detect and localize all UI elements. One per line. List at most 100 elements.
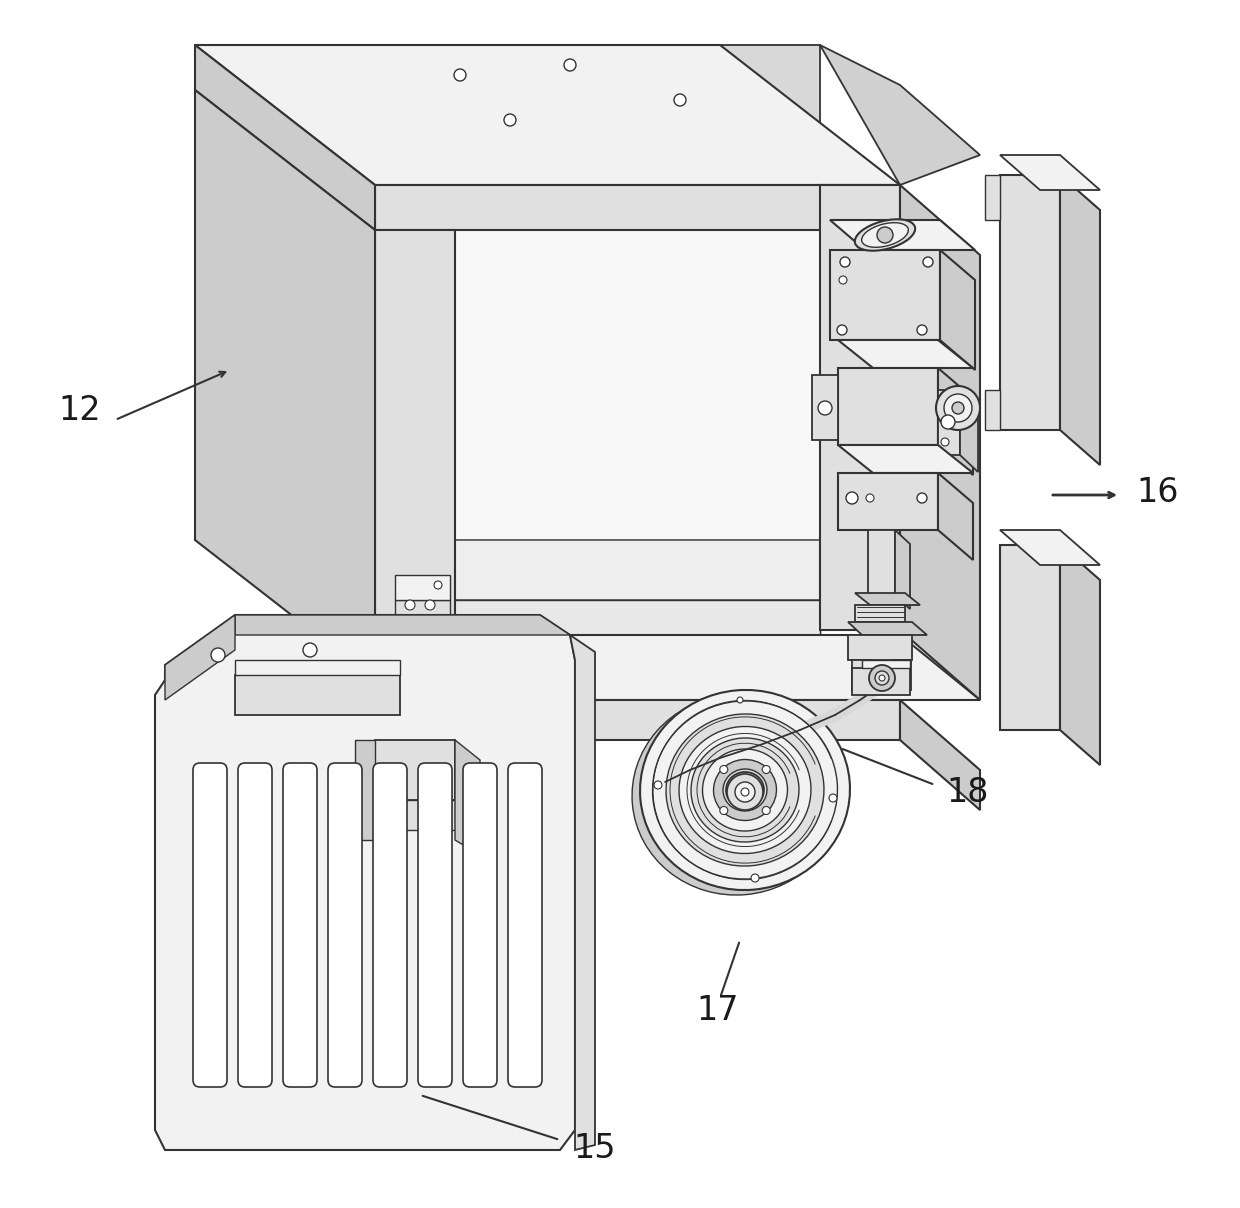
Polygon shape [848,622,928,635]
Ellipse shape [680,726,811,854]
Circle shape [846,492,858,504]
Polygon shape [856,593,920,605]
Circle shape [503,114,516,126]
Polygon shape [236,675,401,715]
Polygon shape [830,220,975,250]
Polygon shape [893,660,911,690]
FancyBboxPatch shape [193,763,227,1087]
Polygon shape [812,374,838,440]
Circle shape [454,69,466,81]
Polygon shape [852,668,910,695]
Polygon shape [285,540,900,699]
Circle shape [839,257,849,267]
Polygon shape [999,175,1060,430]
Circle shape [837,325,847,335]
Polygon shape [396,600,450,625]
FancyBboxPatch shape [463,763,497,1087]
Circle shape [675,94,686,106]
FancyBboxPatch shape [283,763,317,1087]
Polygon shape [862,660,910,668]
Polygon shape [838,445,973,474]
Circle shape [830,794,837,802]
Circle shape [653,782,662,789]
Circle shape [869,664,895,691]
Polygon shape [838,474,937,530]
Ellipse shape [691,738,799,842]
Circle shape [818,401,832,416]
Circle shape [839,275,847,284]
Circle shape [944,394,972,422]
Polygon shape [1060,545,1100,765]
Polygon shape [868,530,895,596]
Circle shape [877,227,893,243]
Polygon shape [374,230,455,680]
Polygon shape [370,600,820,640]
Circle shape [751,875,759,882]
Polygon shape [999,155,1100,190]
Ellipse shape [652,701,837,879]
Polygon shape [720,45,820,185]
Polygon shape [285,91,820,635]
Polygon shape [355,741,374,840]
Polygon shape [370,540,900,600]
Polygon shape [374,635,980,699]
FancyBboxPatch shape [373,763,407,1087]
Ellipse shape [854,220,915,251]
Circle shape [923,257,932,267]
Polygon shape [195,91,374,680]
Polygon shape [195,91,285,540]
Polygon shape [985,175,999,220]
Polygon shape [195,45,900,185]
FancyBboxPatch shape [238,763,272,1087]
Polygon shape [937,390,960,455]
Ellipse shape [723,769,768,811]
Ellipse shape [632,695,842,895]
Circle shape [719,766,728,773]
Circle shape [405,600,415,610]
Polygon shape [940,250,975,370]
Ellipse shape [666,714,823,866]
Polygon shape [838,339,973,368]
FancyBboxPatch shape [508,763,542,1087]
Polygon shape [374,800,455,830]
Circle shape [737,782,753,798]
Polygon shape [195,45,374,230]
Polygon shape [820,185,900,631]
Circle shape [303,643,317,657]
Circle shape [763,766,770,773]
Polygon shape [852,660,870,690]
Polygon shape [999,530,1100,565]
Ellipse shape [733,778,758,802]
Polygon shape [236,660,401,675]
Polygon shape [838,368,937,445]
Text: 17: 17 [697,993,739,1027]
Polygon shape [937,474,973,561]
Circle shape [879,675,885,681]
Polygon shape [895,530,910,609]
Polygon shape [236,615,570,635]
Text: 12: 12 [58,394,102,426]
Polygon shape [396,575,450,600]
Polygon shape [570,635,595,1150]
Polygon shape [985,390,999,430]
Polygon shape [1060,175,1100,465]
Ellipse shape [640,690,849,890]
Text: 15: 15 [574,1132,616,1165]
Circle shape [866,494,874,503]
Circle shape [564,59,577,71]
Circle shape [727,774,763,811]
Circle shape [918,325,928,335]
Polygon shape [195,45,374,230]
Ellipse shape [862,222,909,248]
Polygon shape [455,741,480,855]
Ellipse shape [725,772,764,808]
Polygon shape [900,699,980,811]
Polygon shape [830,250,940,339]
Circle shape [742,786,749,794]
FancyBboxPatch shape [418,763,453,1087]
Circle shape [742,788,749,796]
Ellipse shape [713,760,776,820]
Polygon shape [374,699,900,741]
Circle shape [936,387,980,430]
Ellipse shape [703,749,787,831]
